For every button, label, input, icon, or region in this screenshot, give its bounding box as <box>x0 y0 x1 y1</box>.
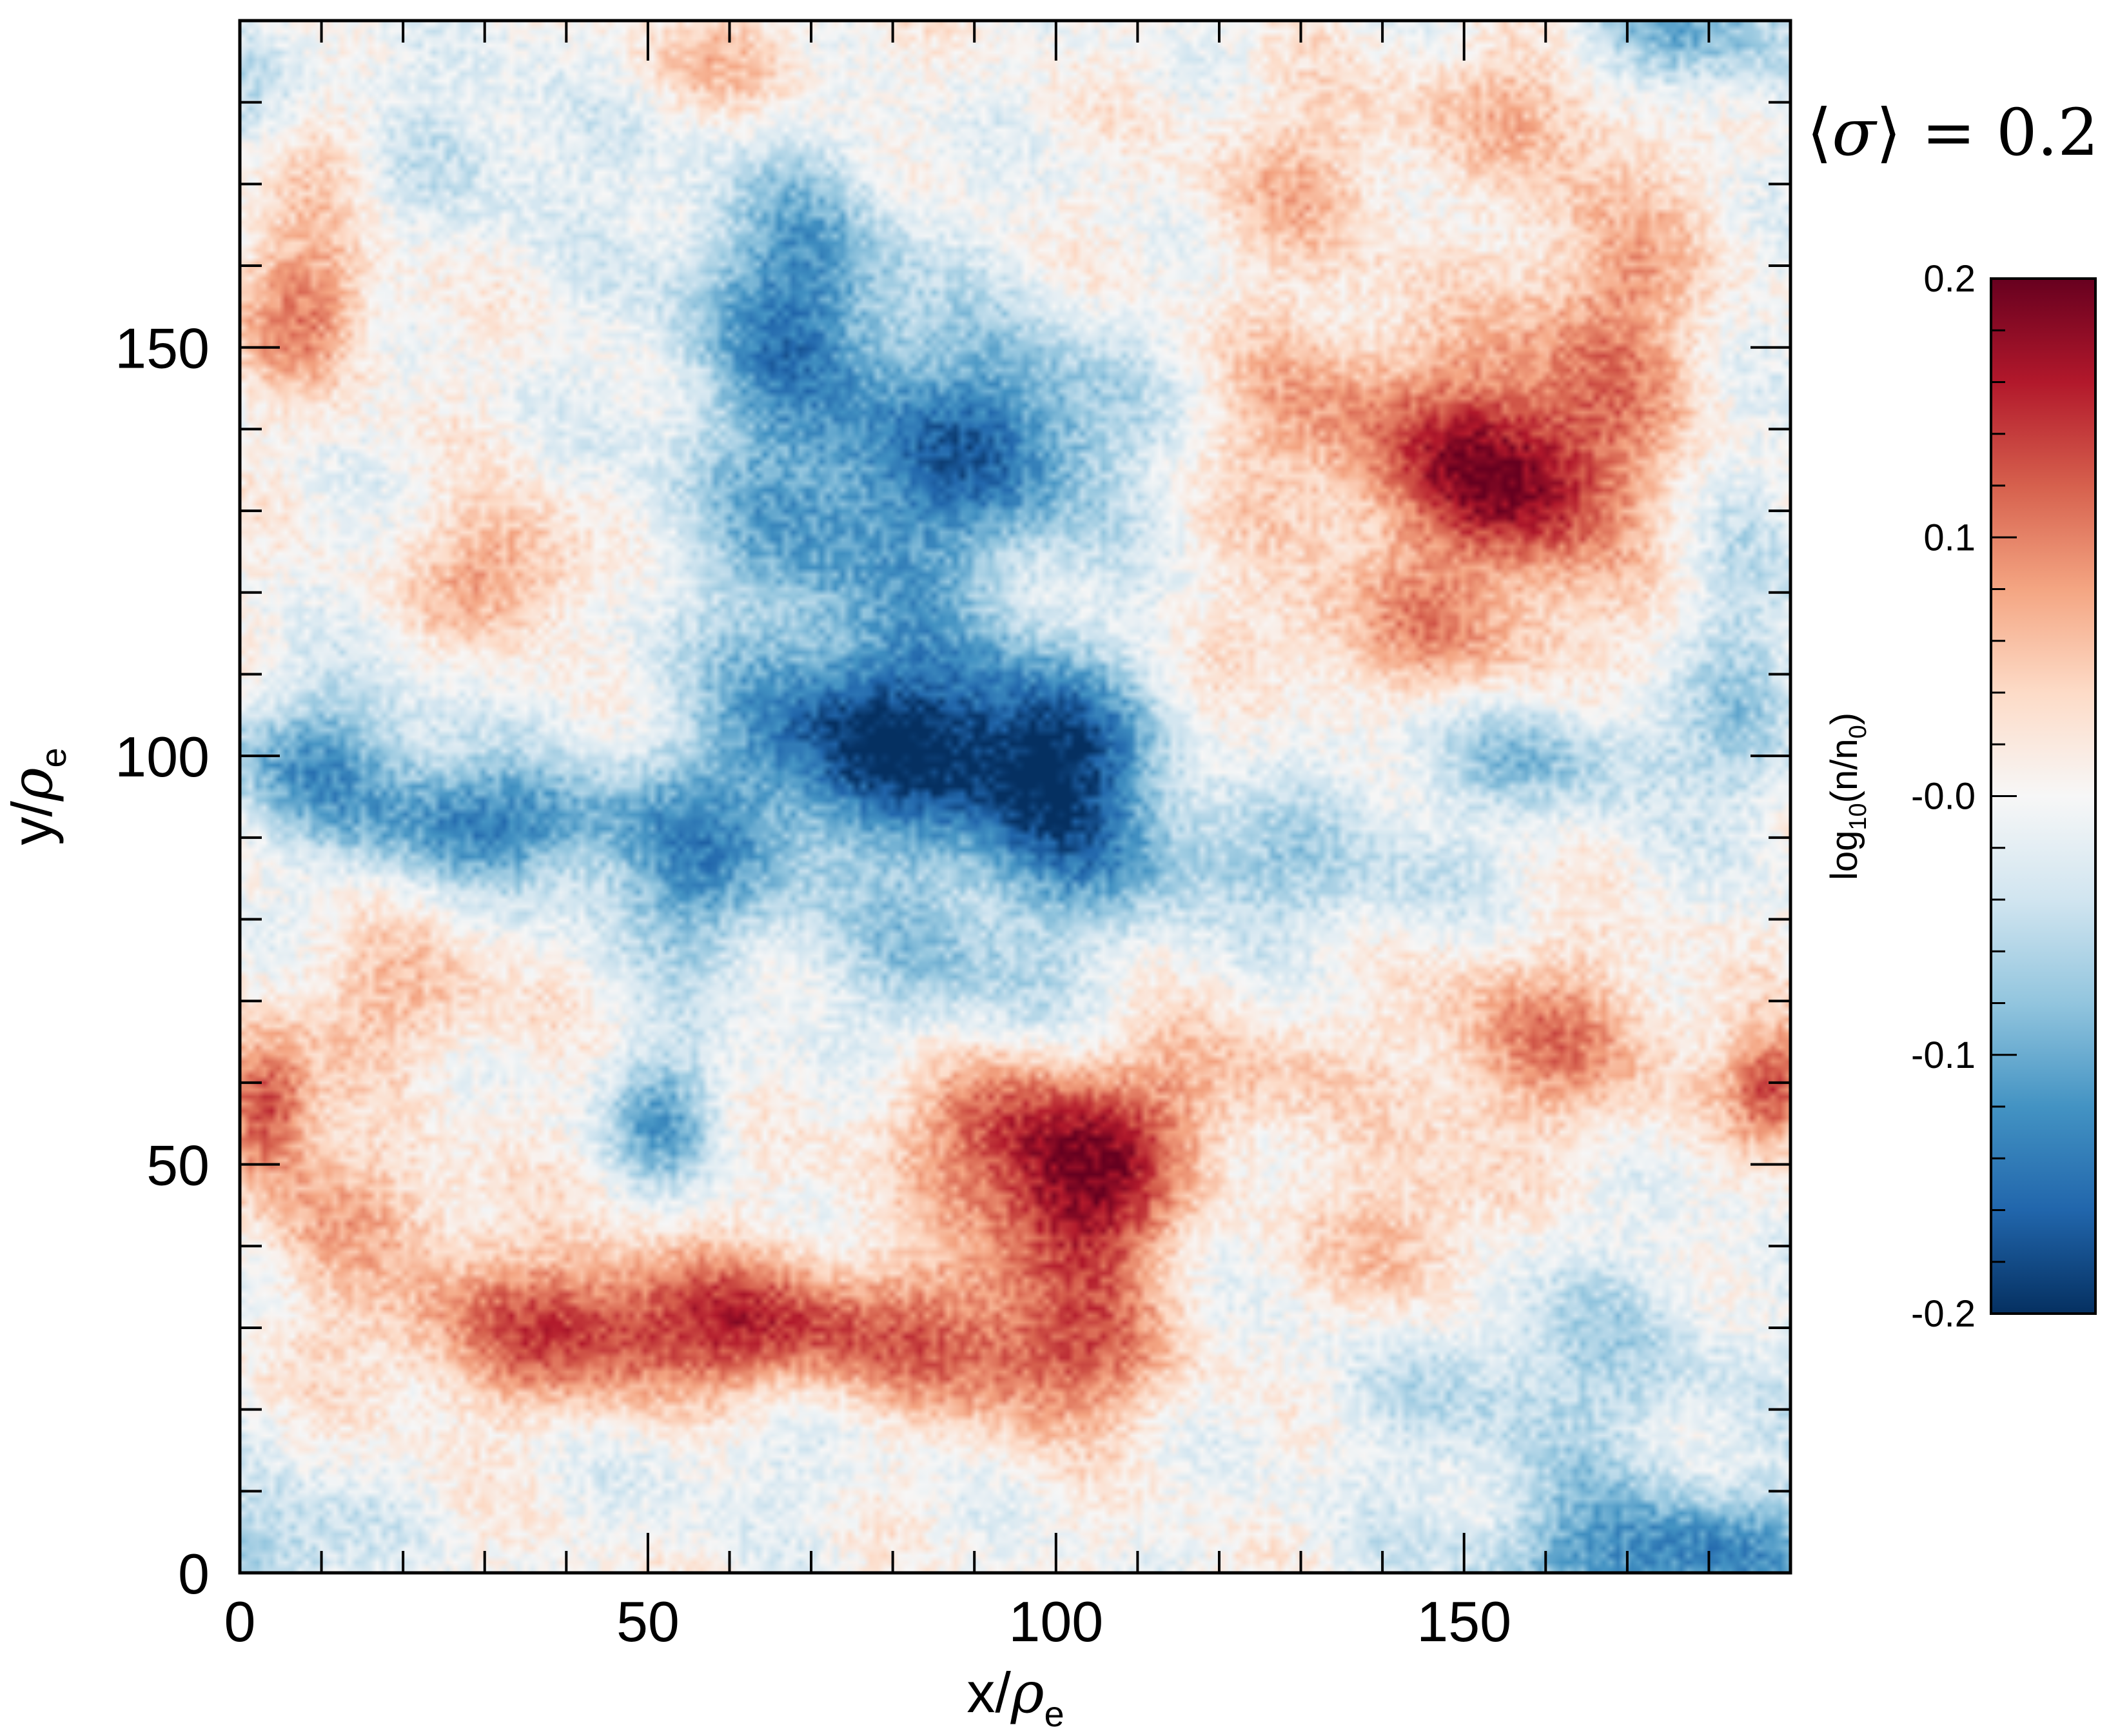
x-tick-label: 50 <box>616 1590 680 1653</box>
x-axis-label: x/ρe <box>966 1659 1064 1733</box>
y-axis-label: y/ρe <box>0 747 74 845</box>
y-tick-label: 50 <box>146 1134 210 1198</box>
colorbar-tick-label: -0.0 <box>1911 776 1976 818</box>
y-tick-label: 150 <box>115 317 210 380</box>
colorbar-tick-label: -0.2 <box>1911 1293 1976 1335</box>
colorbar-label: log10(n/n0) <box>1823 713 1872 880</box>
plot-frame <box>238 19 1792 1575</box>
colorbar-tick-label: 0.1 <box>1923 517 1976 558</box>
heatmap-image <box>240 21 1790 1573</box>
y-tick-label: 0 <box>178 1542 210 1606</box>
y-axis-ticks <box>240 19 1790 1574</box>
x-axis-ticks <box>239 21 1792 1573</box>
x-tick-label: 0 <box>224 1590 256 1653</box>
x-tick-label: 100 <box>1008 1590 1103 1653</box>
colorbar-tick-labels: 0.2 0.1 -0.0 -0.1 -0.2 <box>1911 258 1976 1335</box>
x-axis-tick-labels: 0 50 100 150 <box>224 1590 1512 1653</box>
colorbar-tick-label: -0.1 <box>1911 1034 1976 1076</box>
y-tick-label: 100 <box>115 725 210 789</box>
colorbar-ticks <box>1991 277 2017 1315</box>
heatmap-layer <box>240 21 1790 1573</box>
x-tick-label: 150 <box>1417 1590 1511 1653</box>
sigma-annotation: ⟨σ⟩ = 0.2 <box>1807 95 2099 170</box>
colorbar-tick-label: 0.2 <box>1923 258 1976 300</box>
y-axis-tick-labels: 0 50 100 150 <box>115 317 210 1606</box>
